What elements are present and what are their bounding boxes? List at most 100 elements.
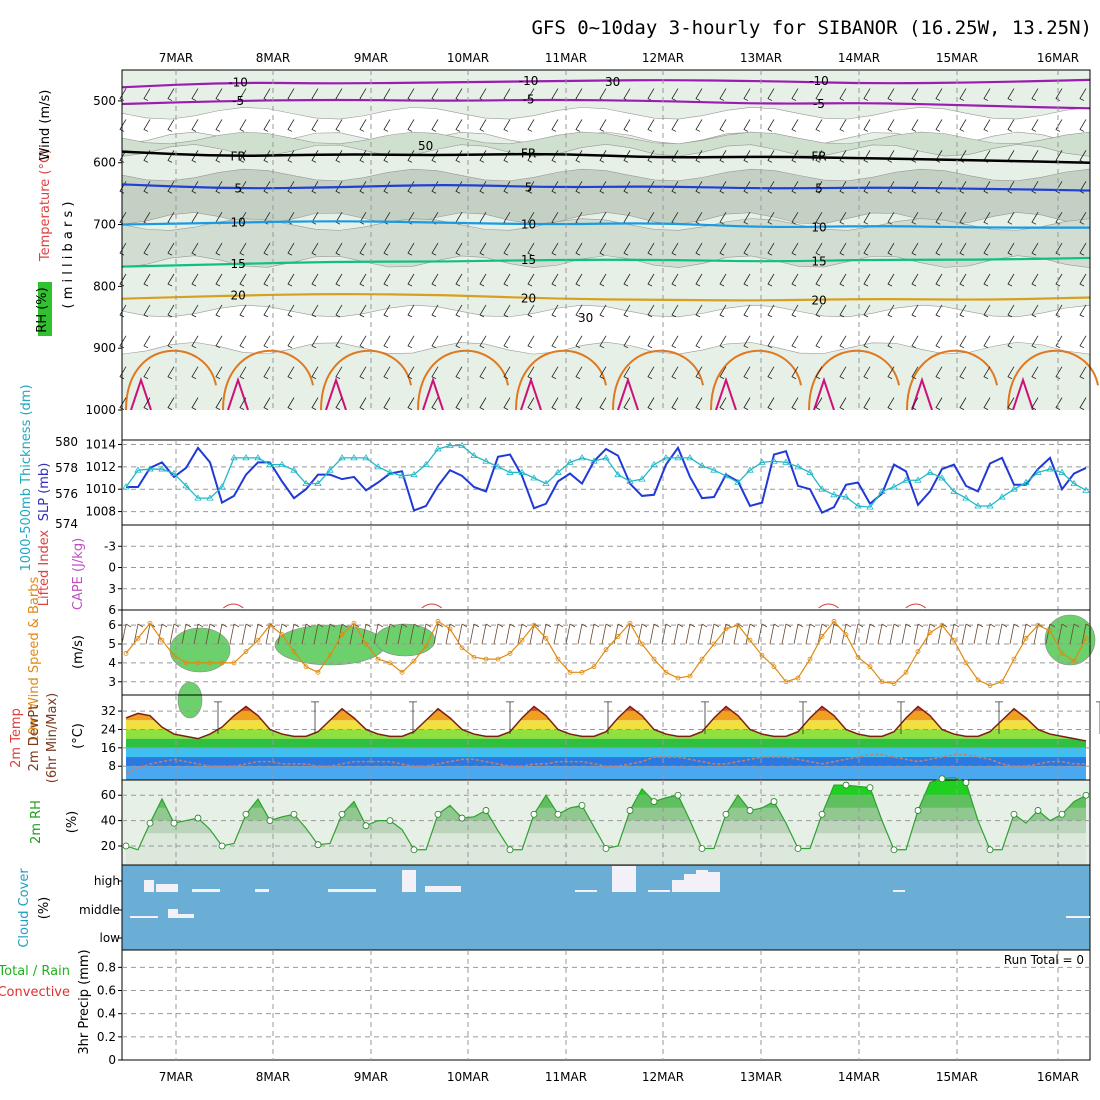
wind-barb — [287, 181, 295, 194]
bottom-date-label: 11MAR — [545, 1070, 587, 1084]
wind-speed-point — [279, 632, 285, 637]
thickness-point — [866, 503, 874, 510]
wind-barb — [119, 242, 127, 256]
thickness-tick-label: 578 — [55, 461, 78, 475]
precip-convective-label: Convective — [0, 985, 70, 1000]
bottom-date-label: 8MAR — [256, 1070, 291, 1084]
wind-barb — [121, 623, 132, 645]
wind-barb — [479, 304, 487, 318]
wind-speed-point — [603, 647, 609, 653]
wind-barb — [503, 119, 511, 132]
temperature-contour — [121, 293, 1091, 302]
rh2m-point — [674, 791, 682, 799]
wind10m-unit-label: (m/s) — [71, 635, 86, 669]
lifted-index-tick-label: 3 — [108, 582, 116, 596]
wind-barb — [983, 211, 991, 225]
rh2m-point — [242, 810, 250, 818]
wind-speed-point — [303, 664, 309, 670]
wind-speed-point — [123, 651, 129, 656]
wind-speed-point — [999, 679, 1005, 685]
wind-barb — [863, 88, 871, 101]
wind-barb — [695, 397, 703, 410]
bottom-date-label: 9MAR — [354, 1070, 389, 1084]
wind-barb — [263, 397, 271, 410]
pressure-tick-label: 500 — [93, 94, 116, 108]
temperature-line — [125, 705, 1087, 742]
rh2m-point — [602, 845, 610, 852]
slp-tick-label: 1012 — [85, 460, 116, 474]
wind-barb — [695, 242, 703, 256]
wind-barb — [551, 119, 559, 132]
wind-barb — [719, 335, 727, 349]
wind-barb — [167, 397, 175, 410]
wind-barb — [1031, 181, 1039, 194]
wind-barb — [839, 366, 847, 380]
wind-barb — [887, 242, 895, 256]
cape-bump — [223, 603, 244, 609]
thickness-point — [278, 460, 286, 468]
thickness-point — [446, 441, 454, 448]
rh2m-point — [746, 807, 754, 814]
dewpoint-line — [125, 753, 1086, 774]
wind-barb — [503, 273, 511, 287]
wind-barb — [359, 397, 367, 410]
upper-air-gap — [122, 410, 1090, 440]
wind-barb — [767, 181, 775, 194]
cape-bump — [421, 603, 443, 609]
wind-barb — [1007, 119, 1015, 132]
cloud-high-bar — [402, 870, 416, 892]
thickness-axis-label: 1000-500mb Thickness (dm) — [19, 384, 34, 571]
lifted-index-tick-label: 6 — [108, 603, 116, 617]
cloud-layer-label: low — [100, 931, 121, 945]
wind-barb — [935, 273, 943, 287]
thickness-point — [974, 502, 982, 509]
wind-barb — [997, 623, 1008, 645]
temperature-contour-label: 15 — [811, 255, 826, 269]
rh2m-point — [650, 798, 658, 805]
wind-barb — [949, 623, 960, 645]
wind-barb — [431, 335, 439, 349]
wind-barb — [241, 623, 252, 645]
wind-barb — [239, 304, 247, 318]
wind-barb — [863, 273, 871, 287]
wind-barb — [191, 335, 199, 349]
wind-barb — [791, 242, 799, 256]
rh-contour-label: 30 — [578, 311, 593, 325]
wind-barb — [359, 304, 367, 318]
wind-speed-point — [387, 660, 393, 666]
temperature-contour-label: -5 — [523, 93, 535, 107]
thickness-point — [962, 494, 970, 501]
wind-barb — [911, 304, 919, 318]
wind-barb — [433, 623, 444, 645]
wind-barb — [911, 273, 919, 287]
wind-barb — [647, 273, 655, 287]
wind-speed-point — [1035, 622, 1041, 628]
wind-barb — [839, 304, 847, 318]
cloud-middle-bar — [168, 909, 178, 918]
thickness-point — [230, 454, 238, 461]
wind-barb — [647, 304, 655, 318]
wind-speed-point — [975, 677, 981, 683]
cloud-high-bar — [893, 890, 905, 892]
wind-speed-point — [1071, 658, 1077, 664]
temperature-contour-label: 5 — [815, 182, 823, 196]
wind-barb — [623, 150, 631, 163]
temperature-contour-label: 10 — [811, 221, 826, 235]
wind-barb — [239, 181, 247, 194]
wind-barb — [1055, 273, 1063, 287]
wind-barb — [239, 335, 247, 349]
wind-barb — [359, 242, 367, 256]
wind-barb — [1021, 623, 1032, 645]
wind-speed-point — [567, 669, 573, 675]
temperature-contour — [121, 183, 1091, 192]
wind-barb — [575, 366, 583, 380]
wind-barb — [983, 119, 991, 132]
wind-speed-point — [867, 664, 873, 670]
wind-barb — [649, 623, 660, 645]
rh2m-point — [578, 801, 586, 809]
wind-speed-point — [159, 637, 165, 643]
rh2m-tick-label: 40 — [101, 814, 116, 828]
wind-barb — [527, 366, 535, 380]
temperature-contour-30 — [813, 376, 835, 411]
bottom-date-axis: 7MAR 8MAR 9MAR 10MAR 11MAR 12MAR 13MAR 14MAR 15M… — [159, 1070, 1079, 1084]
